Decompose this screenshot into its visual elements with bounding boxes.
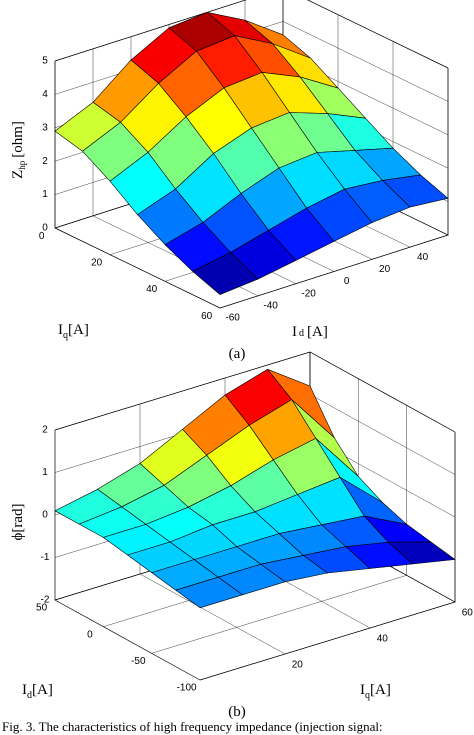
y-tick-label: 20 — [91, 258, 103, 269]
caption-b: (b) — [228, 704, 246, 720]
label-sub: q — [63, 330, 68, 341]
label-main: I — [58, 322, 63, 338]
label-unit: [A] — [68, 322, 89, 338]
z-tick-label: 3 — [42, 122, 48, 133]
x-tick-label: 40 — [417, 252, 429, 263]
z-tick-label: 1 — [42, 189, 48, 200]
y-axis-label: Iq[A] — [58, 322, 89, 341]
surface-patch — [175, 576, 243, 609]
x-axis-label: Id[A] — [22, 682, 53, 701]
label-main: Z — [10, 170, 26, 179]
z-tick-label: 2 — [42, 156, 48, 167]
surface-plot-a: -60 -40 -20 0 20 40 0 20 40 60 0 1 2 3 4 5 — [39, 0, 449, 324]
x-tick-label: -40 — [263, 301, 278, 312]
z-tick-label: 0 — [42, 510, 48, 521]
label-sub: q — [365, 690, 370, 701]
z-tick-label: 0 — [42, 223, 48, 234]
x-tick-label: 0 — [87, 629, 93, 640]
x-tick-label: 50 — [36, 603, 48, 614]
z-tick-label: 4 — [42, 89, 48, 100]
label-sub: d — [27, 690, 32, 701]
label-main: I — [22, 682, 27, 698]
z-tick-label: 1 — [42, 467, 48, 478]
y-tick-label: 60 — [462, 607, 474, 618]
z-tick-label: -1 — [41, 552, 50, 563]
y-axis-label: Iq[A] — [360, 682, 391, 701]
z-axis-label: ϕ[rad] — [10, 503, 26, 540]
x-tick-label: -50 — [131, 656, 146, 667]
surface-patch — [192, 252, 259, 295]
y-tick-label: 40 — [146, 284, 158, 295]
label-sub: hp — [17, 160, 27, 170]
figure-caption: Fig. 3. The characteristics of high freq… — [2, 719, 383, 734]
z-axis-label: Zhp [ohm] — [10, 121, 27, 179]
z-tick-label: 5 — [42, 56, 48, 67]
x-tick-label: 20 — [379, 264, 391, 275]
label-main: I — [360, 682, 365, 698]
label-unit: [ohm] — [10, 121, 26, 158]
caption-a: (a) — [229, 346, 246, 362]
label-main: I — [292, 324, 297, 340]
y-tick-label: 0 — [39, 231, 45, 242]
grid-line — [54, 0, 449, 69]
x-tick-label: -100 — [177, 683, 197, 694]
label-unit: [A] — [32, 682, 53, 698]
z-tick-label: 2 — [42, 425, 48, 436]
label-unit: [A] — [307, 324, 328, 340]
x-tick-label: -20 — [301, 288, 316, 299]
y-tick-label: 60 — [201, 311, 213, 322]
surface-plot-b: -100 -50 0 50 20 40 60 -2 -1 0 1 2 — [36, 351, 474, 694]
label-unit: [A] — [370, 682, 391, 698]
x-tick-label: -60 — [225, 313, 240, 324]
y-tick-label: 40 — [377, 633, 389, 644]
z-tick-label: -2 — [41, 595, 50, 606]
y-tick-label: 20 — [292, 659, 304, 670]
label-sub: d — [299, 328, 304, 339]
x-tick-label: 0 — [344, 276, 350, 287]
grid-line — [54, 351, 456, 433]
